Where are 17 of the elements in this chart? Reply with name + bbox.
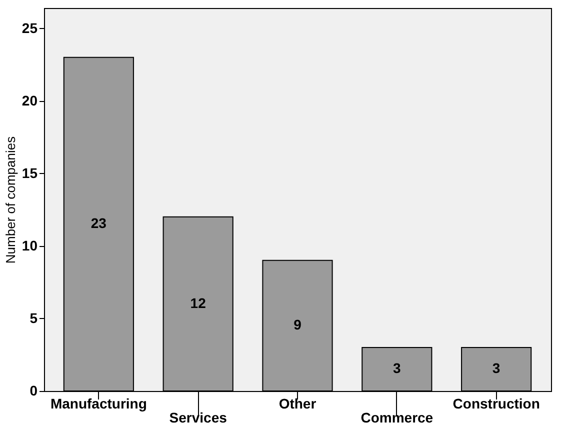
y-tick-label: 15: [22, 164, 38, 181]
data-label: 9: [294, 316, 302, 333]
x-tick-label: Commerce: [360, 410, 434, 426]
x-tick-label: Other: [278, 396, 317, 412]
x-tick-label: Construction: [452, 396, 540, 412]
data-label: 3: [492, 360, 500, 376]
x-tick-label: Manufacturing: [50, 396, 147, 412]
y-axis-title: Number of companies: [2, 136, 18, 264]
data-label: 12: [190, 294, 206, 311]
y-tick-label: 10: [22, 237, 38, 254]
x-tick-label: Services: [169, 410, 228, 426]
y-tick-label: 20: [22, 92, 38, 108]
data-label: 23: [90, 215, 107, 232]
y-tick-label: 25: [22, 20, 38, 36]
y-tick-label: 5: [30, 310, 38, 326]
data-label: 3: [393, 360, 402, 376]
y-tick-label: 0: [30, 382, 38, 398]
